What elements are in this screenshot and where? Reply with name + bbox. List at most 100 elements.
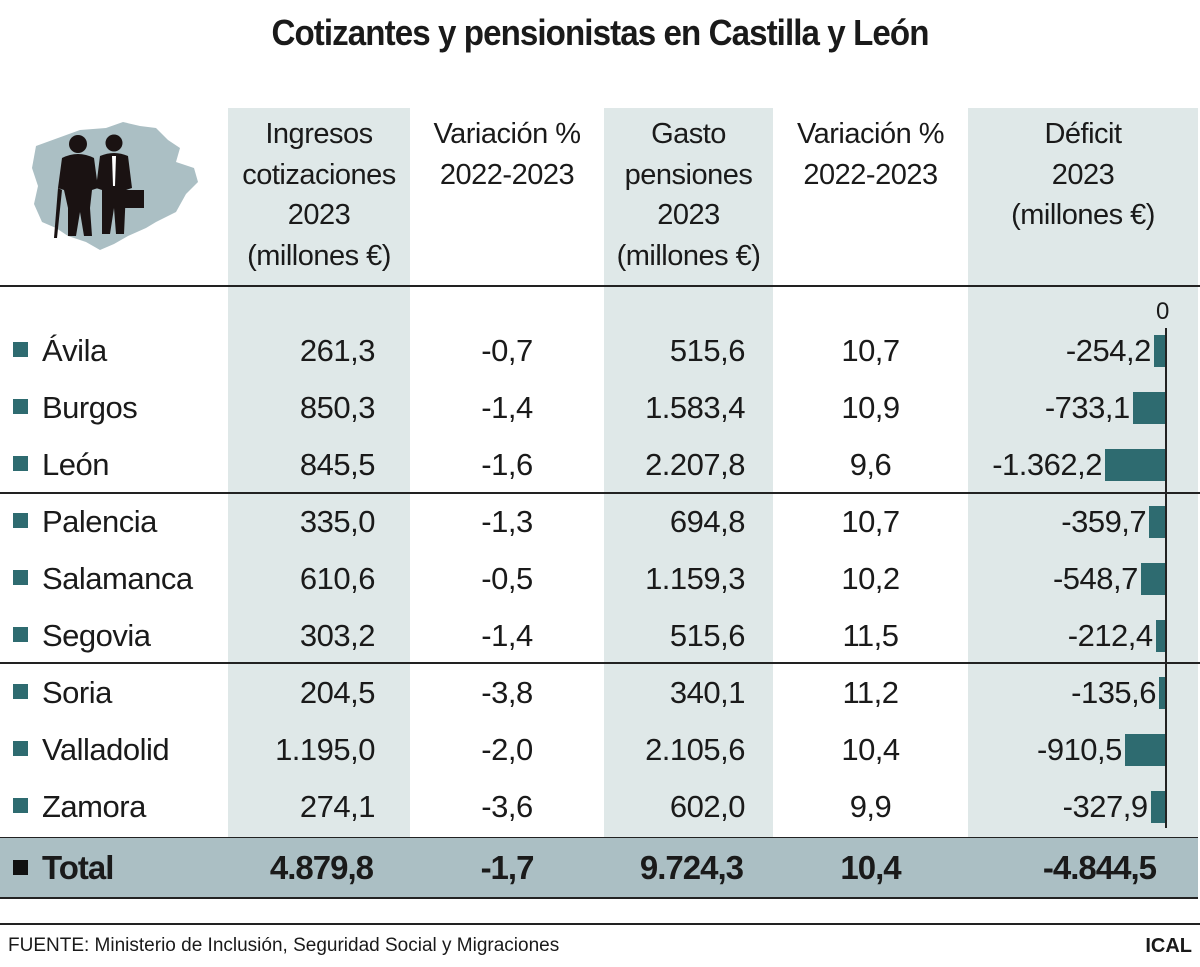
deficit-bar: [1159, 677, 1165, 709]
gasto-value: 2.207,8: [645, 447, 745, 482]
deficit-bar: [1150, 791, 1165, 823]
variacion-1-value: -1,4: [481, 390, 533, 425]
deficit-bar: [1153, 335, 1165, 367]
variacion-2-value: 10,7: [841, 333, 900, 368]
deficit-value: -1.362,2: [992, 447, 1102, 482]
header-gasto: Gasto pensiones 2023 (millones €): [604, 114, 773, 276]
variacion-2-value: 11,5: [842, 618, 899, 653]
gasto-value: 515,6: [669, 618, 746, 653]
total-deficit: -4.844,5: [1042, 849, 1157, 886]
ingresos-value: 850,3: [299, 390, 376, 425]
header-line: Gasto: [651, 118, 726, 150]
region-name: León: [42, 447, 109, 482]
divider: [0, 492, 1200, 494]
header-line: (millones €): [616, 239, 761, 272]
header-line: 2023: [657, 199, 720, 231]
bullet-icon: [13, 456, 28, 471]
column-shade: [604, 108, 773, 838]
header-line: 2023: [1051, 158, 1115, 191]
variacion-2-value: 10,2: [841, 561, 900, 596]
bullet-icon: [13, 798, 28, 813]
deficit-value: -548,7: [1052, 561, 1138, 596]
deficit-value: -910,5: [1037, 732, 1122, 767]
total-label: Total: [42, 849, 114, 886]
header-line: 2022-2023: [803, 158, 938, 191]
deficit-bar: [1149, 506, 1165, 538]
bullet-icon: [13, 570, 28, 585]
bullet-icon: [13, 684, 28, 699]
variacion-2-value: 9,9: [849, 789, 892, 824]
variacion-2-value: 10,9: [841, 390, 900, 425]
region-name: Palencia: [42, 504, 157, 539]
deficit-value: -359,7: [1061, 504, 1147, 539]
header-line: pensiones: [624, 158, 753, 191]
table-row: León 845,5 -1,6 2.207,8 9,6 -1.362,2: [0, 436, 1200, 493]
source-note: FUENTE: Ministerio de Inclusión, Segurid…: [8, 935, 560, 956]
variacion-1-value: -2,0: [481, 732, 533, 767]
header-variacion-1: Variación % 2022-2023: [410, 114, 604, 195]
table-row: Zamora 274,1 -3,6 602,0 9,9 -327,9: [0, 778, 1200, 835]
total-variacion-1: -1,7: [480, 849, 535, 886]
gasto-value: 694,8: [669, 504, 746, 539]
gasto-value: 602,0: [669, 789, 746, 824]
divider: [0, 923, 1200, 925]
table-row: Palencia 335,0 -1,3 694,8 10,7 -359,7: [0, 493, 1200, 550]
ingresos-value: 610,6: [299, 561, 376, 596]
table-row: Salamanca 610,6 -0,5 1.159,3 10,2 -548,7: [0, 550, 1200, 607]
variacion-1-value: -1,6: [481, 447, 533, 482]
header-line: cotizaciones: [242, 158, 396, 191]
table-row: Burgos 850,3 -1,4 1.583,4 10,9 -733,1: [0, 379, 1200, 436]
deficit-bar: [1132, 392, 1165, 424]
header-deficit: Déficit 2023 (millones €): [968, 114, 1198, 236]
table-row: Soria 204,5 -3,8 340,1 11,2 -135,6: [0, 664, 1200, 721]
gasto-value: 515,6: [669, 333, 746, 368]
deficit-bar: [1155, 620, 1165, 652]
variacion-1-value: -0,5: [481, 561, 533, 596]
total-variacion-2: 10,4: [840, 849, 901, 886]
variacion-2-value: 11,2: [842, 675, 899, 710]
ingresos-value: 303,2: [299, 618, 376, 653]
ingresos-value: 1.195,0: [275, 732, 375, 767]
region-name: Ávila: [42, 333, 107, 368]
total-gasto: 9.724,3: [639, 849, 744, 886]
bullet-icon: [13, 741, 28, 756]
variacion-1-value: -3,8: [481, 675, 533, 710]
deficit-value: -135,6: [1071, 675, 1157, 710]
region-name: Burgos: [42, 390, 138, 425]
gasto-value: 2.105,6: [645, 732, 745, 767]
table-row: Segovia 303,2 -1,4 515,6 11,5 -212,4: [0, 607, 1200, 664]
ingresos-value: 261,3: [299, 333, 376, 368]
deficit-value: -327,9: [1062, 789, 1148, 824]
header-line: (millones €): [1011, 199, 1155, 231]
table-row: Valladolid 1.195,0 -2,0 2.105,6 10,4 -910,5: [0, 721, 1200, 778]
ingresos-value: 274,1: [299, 789, 376, 824]
brand-logo: ICAL: [1145, 935, 1192, 957]
divider: [0, 285, 1200, 287]
table-row: Ávila 261,3 -0,7 515,6 10,7 -254,2: [0, 322, 1200, 379]
divider: [0, 897, 1198, 899]
deficit-value: -733,1: [1044, 390, 1130, 425]
region-name: Zamora: [42, 789, 146, 824]
header-ingresos: Ingresos cotizaciones 2023 (millones €): [228, 114, 410, 276]
total-ingresos: 4.879,8: [269, 849, 374, 886]
bar-axis-zero-label: 0: [1156, 298, 1170, 325]
bullet-icon: [13, 399, 28, 414]
deficit-value: -212,4: [1067, 618, 1153, 653]
variacion-2-value: 9,6: [849, 447, 892, 482]
ingresos-value: 204,5: [299, 675, 376, 710]
header-line: Déficit: [1044, 118, 1122, 150]
header-line: (millones €): [247, 239, 391, 272]
variacion-2-value: 10,4: [841, 732, 900, 767]
divider: [0, 662, 1200, 664]
ingresos-value: 335,0: [299, 504, 376, 539]
variacion-2-value: 10,7: [841, 504, 900, 539]
bullet-icon: [13, 513, 28, 528]
bullet-icon: [13, 627, 28, 642]
total-bullet-icon: [13, 860, 28, 875]
variacion-1-value: -1,4: [481, 618, 533, 653]
region-name: Soria: [42, 675, 112, 710]
bullet-icon: [13, 342, 28, 357]
variacion-1-value: -3,6: [481, 789, 533, 824]
region-name: Salamanca: [42, 561, 193, 596]
gasto-value: 1.583,4: [645, 390, 745, 425]
